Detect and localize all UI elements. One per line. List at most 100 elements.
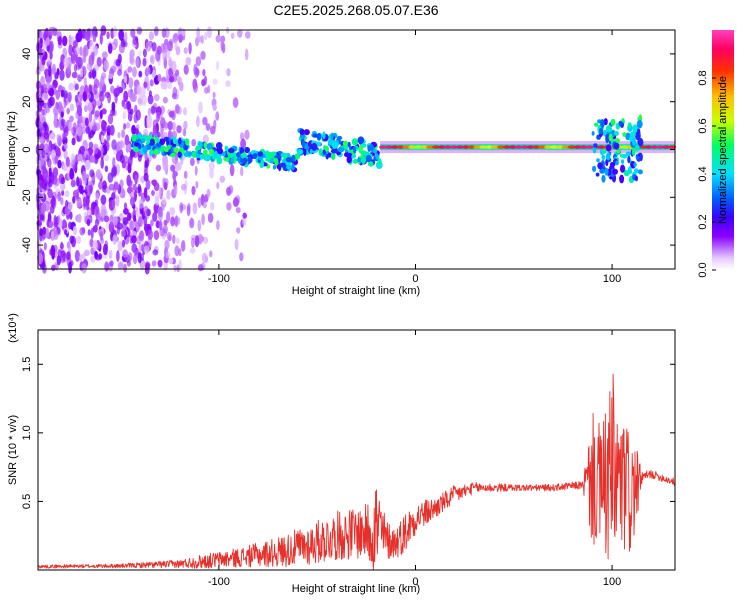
- spectrogram-noise-cell: [127, 66, 133, 73]
- spectrogram-noise-cell: [38, 193, 43, 200]
- spectrogram-noise-cell: [74, 83, 79, 91]
- spectrogram-noise-cell: [171, 110, 176, 121]
- spectrogram-noise-cell: [57, 191, 62, 202]
- spectrogram-noise-cell: [166, 190, 171, 200]
- spectrogram-noise-cell: [66, 241, 71, 249]
- spectrogram-noise-cell: [99, 231, 104, 241]
- spectrogram-noise-cell: [76, 176, 80, 187]
- spectrogram-line-cell: [550, 145, 559, 149]
- spectrogram-noise-cell: [107, 172, 114, 183]
- spectrogram-noise-cell: [150, 54, 155, 65]
- spectrogram-noise-cell: [170, 164, 176, 172]
- spectrogram-line-cell: [561, 145, 570, 149]
- spectrogram-ridge-cell: [309, 148, 313, 155]
- spectrogram-ridge-cell: [274, 158, 279, 166]
- spectrogram-noise-cell: [163, 219, 168, 226]
- spectrogram-burst-cell: [627, 122, 632, 129]
- spectrogram-noise-cell: [196, 115, 200, 128]
- spectrogram-noise-cell: [91, 125, 98, 132]
- spectrogram-noise-cell: [132, 183, 137, 191]
- spectrogram-noise-cell: [127, 89, 132, 98]
- spectrogram-noise-cell: [240, 138, 247, 150]
- spectrogram-noise-cell: [191, 139, 197, 147]
- spectrogram-burst-cell: [635, 144, 640, 152]
- spectrogram-noise-cell: [92, 225, 98, 233]
- spectrogram-noise-cell: [175, 237, 180, 245]
- spectrogram-noise-cell: [79, 227, 86, 236]
- spectrogram-ridge-cell: [367, 145, 372, 153]
- spectrogram-ridge-cell: [285, 157, 293, 163]
- spectrogram-noise-cell: [183, 47, 188, 54]
- spectrogram-noise-cell: [210, 201, 215, 211]
- spectrogram-noise-cell: [121, 129, 126, 139]
- spectrogram-noise-cell: [101, 51, 108, 59]
- spectrogram-noise-cell: [192, 78, 198, 90]
- spectrogram-line-cell: [567, 145, 576, 149]
- spectrogram-noise-cell: [151, 42, 157, 52]
- spectrogram-noise-cell: [132, 35, 138, 46]
- spectrogram-noise-cell: [84, 159, 91, 171]
- spectrogram-noise-cell: [239, 252, 244, 262]
- spectrogram-noise-cell: [202, 134, 209, 144]
- spectrogram-ridge-cell: [149, 138, 155, 146]
- spectrogram-noise-cell: [127, 179, 133, 188]
- spectrogram-noise-cell: [122, 249, 128, 258]
- spectrogram-line-cell: [573, 145, 582, 149]
- spectrogram-noise-cell: [170, 216, 176, 227]
- spectrogram-noise-cell: [106, 132, 111, 142]
- spectrogram-noise-cell: [183, 64, 189, 75]
- spectrogram-noise-cell: [244, 129, 250, 140]
- spectrogram-noise-cell: [100, 157, 104, 169]
- spectrogram-noise-cell: [94, 218, 99, 227]
- spectrogram-noise-cell: [145, 226, 149, 237]
- spectrogram-noise-cell: [134, 174, 138, 185]
- spectrogram-noise-cell: [145, 179, 151, 191]
- spectrogram-noise-cell: [202, 202, 207, 209]
- spectrogram-noise-cell: [65, 156, 70, 168]
- spectrogram-noise-cell: [96, 99, 101, 107]
- spectrogram-noise-cell: [48, 167, 52, 178]
- spectrogram-noise-cell: [115, 195, 120, 207]
- spectrogram-noise-cell: [71, 126, 77, 136]
- spectrogram-noise-cell: [228, 185, 234, 194]
- spectrogram-noise-cell: [174, 215, 178, 228]
- spectrogram-noise-cell: [123, 263, 127, 273]
- spectrogram-noise-cell: [154, 26, 159, 37]
- spectrogram-noise-cell: [112, 157, 116, 169]
- spectrogram-noise-cell: [169, 207, 176, 216]
- spectrogram-noise-cell: [50, 149, 57, 158]
- spectrogram-noise-cell: [138, 198, 144, 210]
- spectrogram-noise-cell: [151, 179, 158, 186]
- spectrogram-noise-cell: [136, 26, 143, 35]
- snr-marks: [37, 373, 676, 571]
- colorbar-tick-label: 0.0: [697, 262, 709, 277]
- spectrogram-noise-cell: [100, 76, 105, 88]
- spectrogram-ridge-cell: [178, 137, 182, 145]
- spectrogram-noise-cell: [137, 98, 143, 104]
- spectrogram-ridge-cell: [294, 153, 301, 160]
- spectrogram-noise-cell: [48, 26, 55, 36]
- spectrogram-noise-cell: [116, 84, 120, 96]
- spectrogram-noise-cell: [37, 173, 43, 181]
- spectrogram-noise-cell: [51, 264, 56, 272]
- spectrogram-noise-cell: [202, 236, 209, 244]
- spectrogram-ridge-cell: [352, 158, 358, 164]
- spectrogram-noise-cell: [87, 92, 92, 99]
- spectrogram-ridge-cell: [377, 158, 382, 166]
- spectrogram-noise-cell: [91, 51, 95, 62]
- spectrogram-noise-cell: [71, 71, 78, 79]
- spectrogram-burst-cell: [605, 133, 610, 143]
- spectrogram-noise-cell: [89, 238, 94, 248]
- spectrogram-noise-cell: [86, 173, 90, 181]
- spectrogram-noise-cell: [192, 205, 197, 215]
- spectrogram-noise-cell: [229, 164, 235, 177]
- spectrogram-noise-cell: [126, 186, 133, 194]
- spectrogram-burst-cell: [606, 124, 612, 133]
- spectrogram-noise-cell: [134, 104, 138, 114]
- spectrogram-noise-cell: [206, 26, 213, 39]
- spectrogram-noise-cell: [82, 196, 87, 208]
- spectrogram-noise-cell: [138, 230, 145, 242]
- spectrogram-noise-cell: [44, 181, 51, 191]
- spectrogram-noise-cell: [242, 212, 247, 219]
- spectrogram-ridge-cell: [301, 140, 306, 148]
